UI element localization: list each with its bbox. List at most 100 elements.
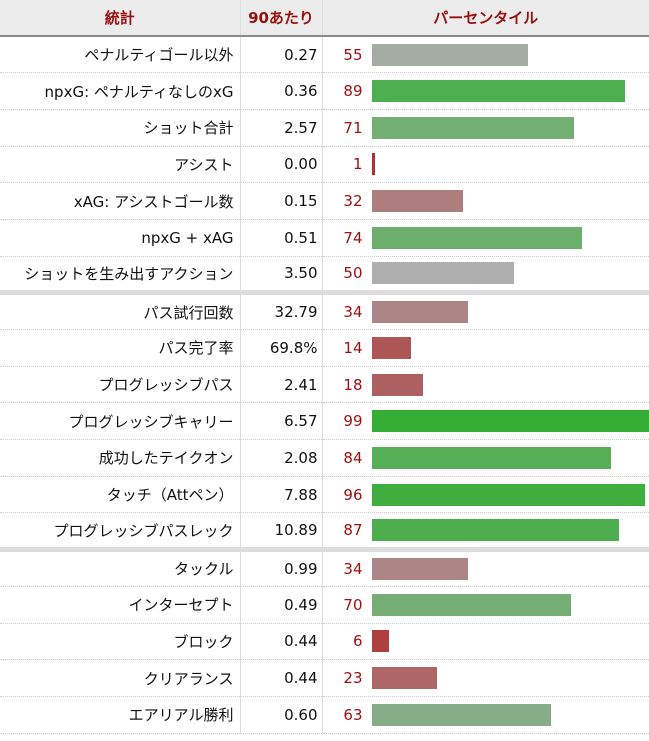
percentile-bar bbox=[371, 703, 552, 726]
table-row: ショットを生み出すアクション 3.50 50 bbox=[0, 256, 649, 294]
table-row: エアリアル勝利 0.60 63 bbox=[0, 696, 649, 734]
per90-value: 2.08 bbox=[240, 439, 323, 477]
percentile-bar bbox=[371, 80, 626, 103]
table-row: タッチ（Attペン） 7.88 96 bbox=[0, 476, 649, 514]
per90-value: 0.00 bbox=[240, 146, 323, 184]
table-row: タックル 0.99 34 bbox=[0, 547, 649, 587]
stat-label: ショット合計 bbox=[0, 109, 241, 147]
table-row: ペナルティゴール以外 0.27 55 bbox=[0, 36, 649, 74]
percentile-bar bbox=[371, 373, 423, 396]
percentile-value: 70 bbox=[343, 595, 363, 614]
per90-value: 0.15 bbox=[240, 182, 323, 220]
percentile-value: 96 bbox=[343, 485, 363, 504]
per90-value: 2.57 bbox=[240, 109, 323, 147]
stat-label: 成功したテイクオン bbox=[0, 439, 241, 477]
per90-value: 10.89 bbox=[240, 512, 323, 551]
percentile-cell: 70 bbox=[322, 586, 649, 624]
table-row: プログレッシブパス 2.41 18 bbox=[0, 366, 649, 404]
percentile-bar bbox=[371, 410, 649, 433]
percentile-cell: 34 bbox=[322, 290, 649, 330]
percentile-bar bbox=[371, 43, 529, 66]
percentile-value: 1 bbox=[352, 155, 363, 174]
per90-value: 0.99 bbox=[240, 547, 323, 587]
header-stat[interactable]: 統計 bbox=[0, 0, 241, 37]
header-percentile[interactable]: パーセンタイル bbox=[322, 0, 649, 37]
stat-label: npxG: ペナルティなしのxG bbox=[0, 72, 241, 110]
table-row: クリアランス 0.44 23 bbox=[0, 659, 649, 697]
percentile-bar bbox=[371, 116, 574, 139]
stat-label: アシスト bbox=[0, 146, 241, 184]
per90-value: 0.44 bbox=[240, 659, 323, 697]
percentile-bar bbox=[371, 262, 514, 285]
percentile-value: 18 bbox=[343, 375, 363, 394]
table-row: xAG: アシストゴール数 0.15 32 bbox=[0, 182, 649, 220]
percentile-value: 87 bbox=[343, 521, 363, 540]
table-row: プログレッシブキャリー 6.57 99 bbox=[0, 402, 649, 441]
percentile-cell: 89 bbox=[322, 72, 649, 110]
stat-label: インターセプト bbox=[0, 586, 241, 624]
per90-value: 7.88 bbox=[240, 476, 323, 514]
stat-label: npxG + xAG bbox=[0, 219, 241, 257]
table-row: パス完了率 69.8% 14 bbox=[0, 329, 649, 367]
percentile-value: 55 bbox=[343, 45, 363, 64]
percentile-bar bbox=[371, 190, 463, 213]
percentile-cell: 63 bbox=[322, 696, 649, 734]
stat-label: xAG: アシストゴール数 bbox=[0, 182, 241, 220]
percentile-value: 74 bbox=[343, 228, 363, 247]
table-row: インターセプト 0.49 70 bbox=[0, 586, 649, 624]
table-row: アシスト 0.00 1 bbox=[0, 146, 649, 184]
percentile-cell: 50 bbox=[322, 256, 649, 294]
per90-value: 0.36 bbox=[240, 72, 323, 110]
percentile-value: 23 bbox=[343, 669, 363, 688]
table-row: npxG: ペナルティなしのxG 0.36 89 bbox=[0, 72, 649, 110]
percentile-value: 14 bbox=[343, 338, 363, 357]
table-row: プログレッシブパスレック 10.89 87 bbox=[0, 512, 649, 551]
per90-value: 3.50 bbox=[240, 256, 323, 294]
stat-label: プログレッシブキャリー bbox=[0, 402, 241, 441]
table-row: ブロック 0.44 6 bbox=[0, 623, 649, 661]
percentile-cell: 1 bbox=[322, 146, 649, 184]
stat-label: ショットを生み出すアクション bbox=[0, 256, 241, 294]
percentile-bar bbox=[371, 336, 412, 359]
percentile-cell: 14 bbox=[322, 329, 649, 367]
percentile-value: 6 bbox=[352, 632, 363, 651]
table-row: パス試行回数 32.79 34 bbox=[0, 290, 649, 330]
stat-label: タックル bbox=[0, 547, 241, 587]
stat-label: タッチ（Attペン） bbox=[0, 476, 241, 514]
per90-value: 0.51 bbox=[240, 219, 323, 257]
percentile-cell: 87 bbox=[322, 512, 649, 551]
percentile-value: 84 bbox=[343, 448, 363, 467]
percentile-cell: 74 bbox=[322, 219, 649, 257]
percentile-value: 71 bbox=[343, 118, 363, 137]
table-row: 成功したテイクオン 2.08 84 bbox=[0, 439, 649, 477]
percentile-bar bbox=[371, 667, 438, 690]
percentile-bar bbox=[371, 226, 583, 249]
per90-value: 0.27 bbox=[240, 36, 323, 74]
percentile-cell: 6 bbox=[322, 623, 649, 661]
per90-value: 2.41 bbox=[240, 366, 323, 404]
header-per90[interactable]: 90あたり bbox=[240, 0, 323, 37]
stat-label: ペナルティゴール以外 bbox=[0, 36, 241, 74]
table-row: ショット合計 2.57 71 bbox=[0, 109, 649, 147]
per90-value: 6.57 bbox=[240, 402, 323, 441]
percentile-cell: 96 bbox=[322, 476, 649, 514]
stat-label: ブロック bbox=[0, 623, 241, 661]
percentile-value: 63 bbox=[343, 705, 363, 724]
stat-label: クリアランス bbox=[0, 659, 241, 697]
percentile-bar bbox=[371, 519, 620, 542]
percentile-bar bbox=[371, 153, 375, 176]
stat-label: プログレッシブパス bbox=[0, 366, 241, 404]
percentile-value: 50 bbox=[343, 264, 363, 283]
stat-label: パス試行回数 bbox=[0, 290, 241, 330]
percentile-cell: 23 bbox=[322, 659, 649, 697]
percentile-cell: 32 bbox=[322, 182, 649, 220]
percentile-bar bbox=[371, 446, 611, 469]
header-row: 統計 90あたり パーセンタイル bbox=[0, 0, 649, 37]
stat-label: パス完了率 bbox=[0, 329, 241, 367]
percentile-bar bbox=[371, 483, 646, 506]
stat-label: エアリアル勝利 bbox=[0, 696, 241, 734]
per90-value: 69.8% bbox=[240, 329, 323, 367]
percentile-bar bbox=[371, 301, 469, 324]
percentile-value: 34 bbox=[343, 303, 363, 322]
